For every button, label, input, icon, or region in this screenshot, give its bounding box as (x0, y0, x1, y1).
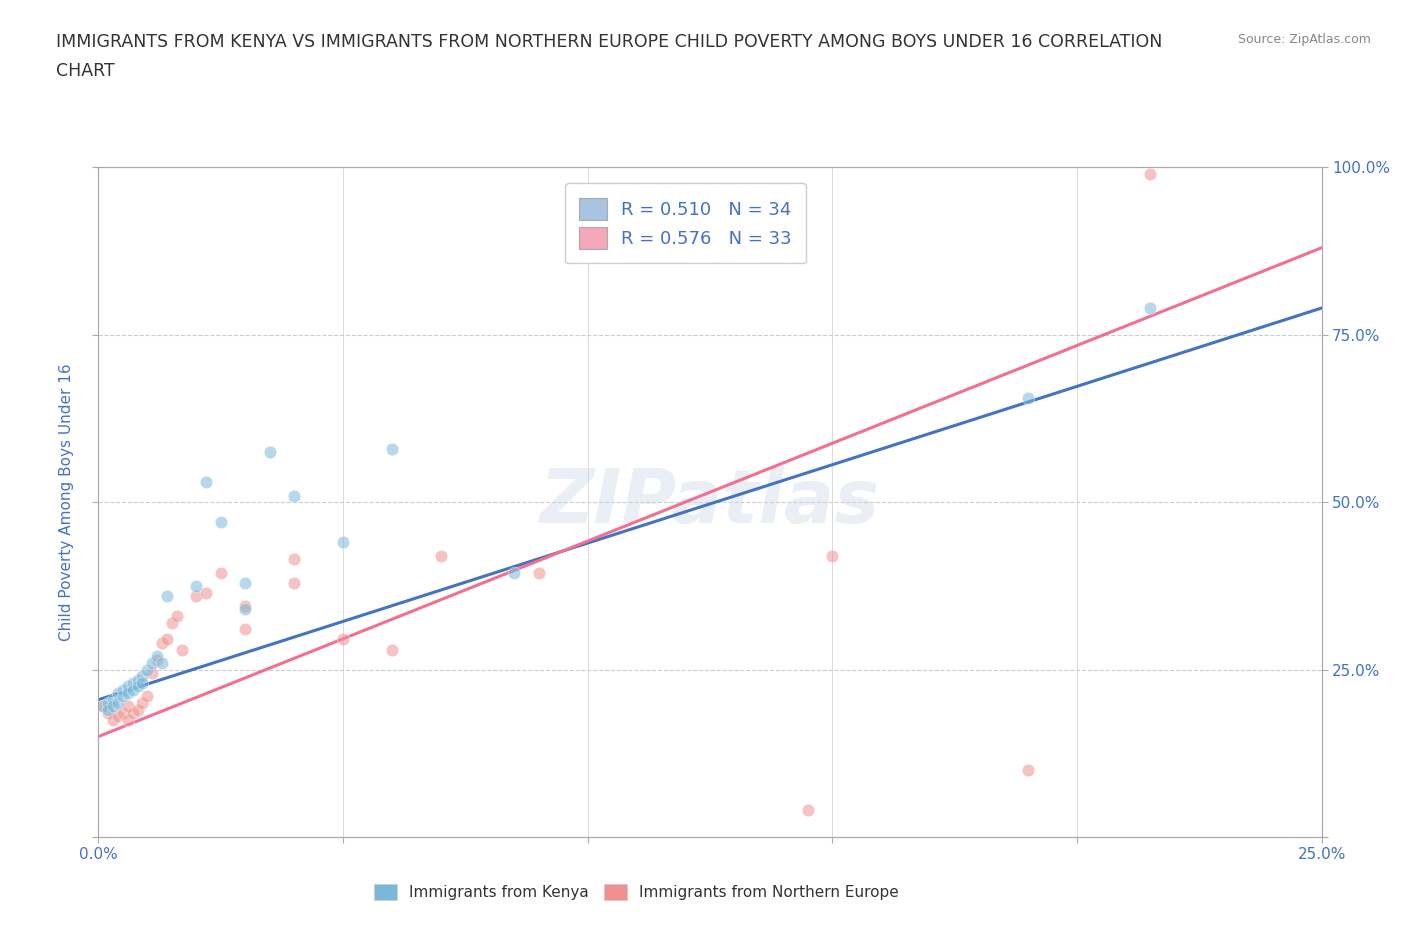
Point (111, 706, 134, 721)
Point (101, 692, 124, 707)
Point (821, 549, 844, 564)
Point (107, 685, 129, 700)
Point (107, 696, 129, 711)
Point (146, 652, 169, 667)
Point (186, 589, 208, 604)
Point (233, 622, 256, 637)
Point (1139, 300, 1161, 315)
Point (283, 575, 305, 590)
Point (111, 689, 134, 704)
Point (381, 642, 404, 657)
Point (136, 689, 159, 704)
Point (146, 649, 169, 664)
Point (160, 616, 183, 631)
Point (381, 441, 404, 456)
Point (209, 515, 232, 530)
Point (527, 565, 550, 580)
Point (111, 683, 134, 698)
Point (91, 699, 114, 714)
Point (91, 699, 114, 714)
Point (259, 445, 281, 459)
Point (233, 599, 256, 614)
Point (97, 696, 120, 711)
Point (209, 565, 232, 580)
Point (101, 699, 124, 714)
Y-axis label: Child Poverty Among Boys Under 16: Child Poverty Among Boys Under 16 (59, 364, 75, 641)
Text: Source: ZipAtlas.com: Source: ZipAtlas.com (1237, 33, 1371, 46)
Point (127, 672, 149, 687)
Point (97, 702, 120, 717)
Point (1139, 166, 1161, 181)
Point (332, 632, 354, 647)
Point (101, 712, 124, 727)
Point (117, 685, 139, 700)
Point (170, 642, 193, 657)
Point (332, 535, 354, 550)
Point (97, 706, 120, 721)
Point (156, 632, 179, 647)
Point (283, 488, 305, 503)
Point (503, 565, 526, 580)
Point (131, 669, 153, 684)
Text: CHART: CHART (56, 62, 115, 80)
Point (150, 635, 173, 650)
Point (131, 675, 153, 690)
Point (1017, 763, 1039, 777)
Legend: Immigrants from Kenya, Immigrants from Northern Europe: Immigrants from Kenya, Immigrants from N… (368, 878, 905, 907)
Point (797, 803, 820, 817)
Point (156, 589, 179, 604)
Point (107, 709, 129, 724)
Point (117, 699, 139, 714)
Point (121, 706, 143, 721)
Point (127, 679, 149, 694)
Point (430, 549, 453, 564)
Point (195, 474, 218, 489)
Point (233, 575, 256, 590)
Point (141, 656, 163, 671)
Point (121, 675, 143, 690)
Point (233, 602, 256, 617)
Point (150, 656, 173, 671)
Point (127, 702, 149, 717)
Point (136, 662, 159, 677)
Point (186, 578, 208, 593)
Point (117, 679, 139, 694)
Point (141, 666, 163, 681)
Point (195, 585, 218, 600)
Point (121, 683, 143, 698)
Text: ZIPatlas: ZIPatlas (540, 466, 880, 538)
Point (283, 551, 305, 566)
Point (166, 608, 188, 623)
Point (131, 696, 153, 711)
Text: IMMIGRANTS FROM KENYA VS IMMIGRANTS FROM NORTHERN EUROPE CHILD POVERTY AMONG BOY: IMMIGRANTS FROM KENYA VS IMMIGRANTS FROM… (56, 33, 1163, 50)
Point (1017, 391, 1039, 405)
Point (117, 712, 139, 727)
